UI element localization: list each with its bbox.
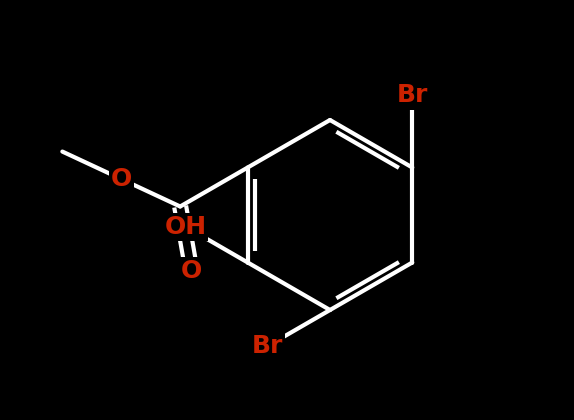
Text: Br: Br — [397, 84, 428, 108]
Text: O: O — [181, 259, 202, 283]
Text: O: O — [111, 167, 132, 191]
Text: OH: OH — [164, 215, 207, 239]
Text: Br: Br — [252, 334, 284, 358]
